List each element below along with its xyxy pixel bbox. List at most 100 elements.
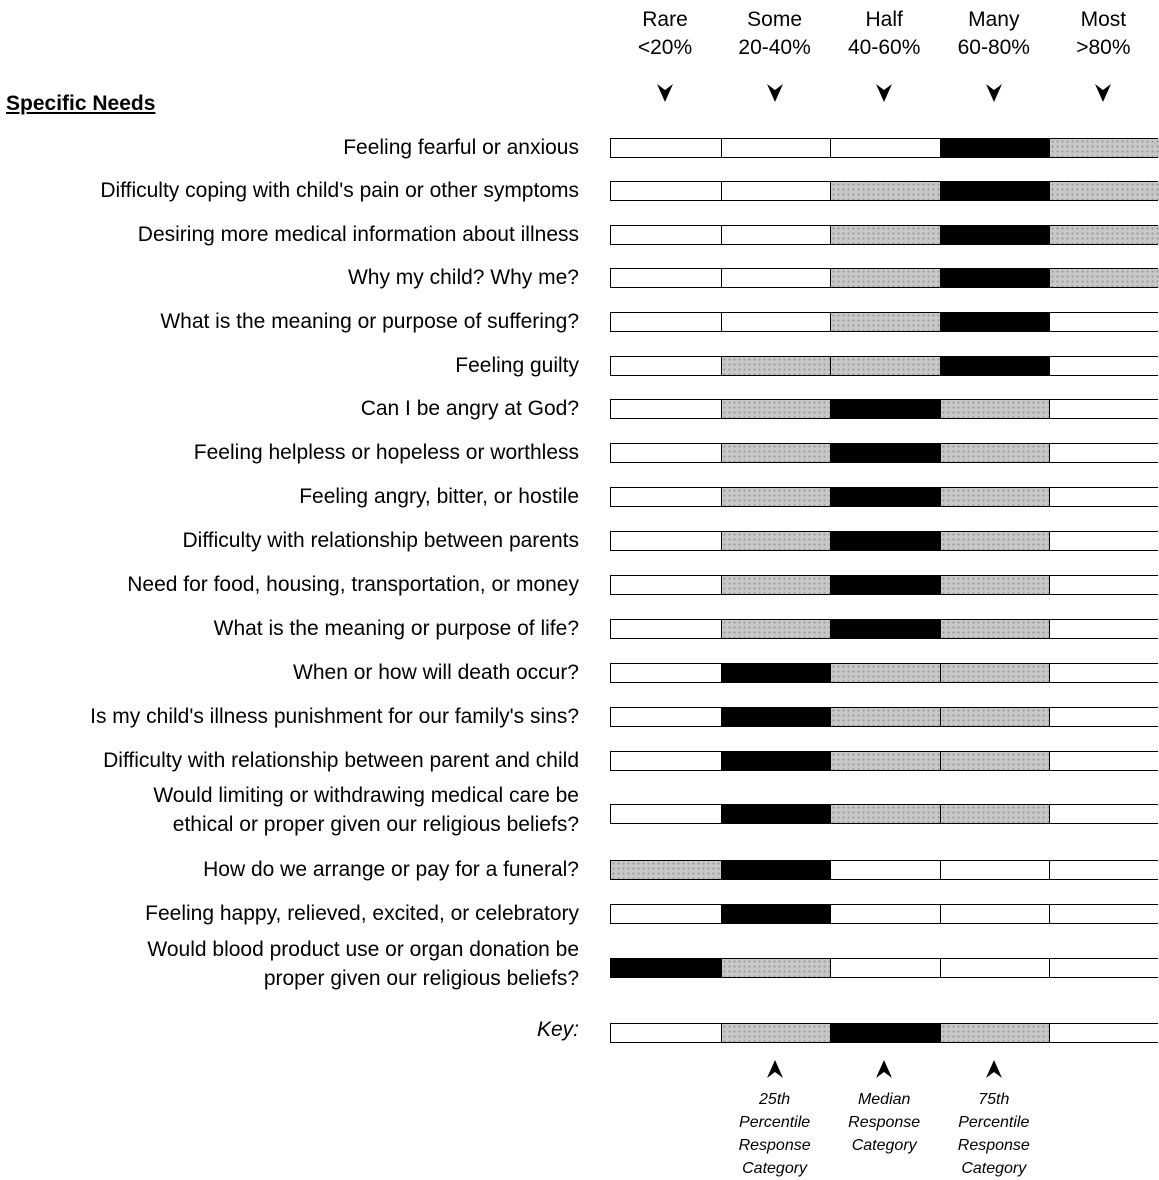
response-bar <box>610 663 1159 683</box>
response-bar <box>610 312 1159 332</box>
bar-cell-median <box>720 805 831 823</box>
bar-cell-empty <box>720 182 831 200</box>
up-arrow-icon <box>939 1058 1049 1084</box>
column-header-range: 60-80% <box>957 36 1030 59</box>
bar-cell-median <box>830 532 940 550</box>
bar-cell-empty <box>611 313 721 331</box>
response-bar <box>610 443 1159 463</box>
key-note-line: Category <box>742 1160 808 1177</box>
bar-cell-empty <box>611 532 721 550</box>
row-label-line: proper given our religious beliefs? <box>263 967 579 990</box>
row-label-line: When or how will death occur? <box>293 661 579 684</box>
row-label-line: What is the meaning or purpose of life? <box>213 617 579 640</box>
bar-cell-empty <box>830 139 940 157</box>
bar-cell-median <box>939 182 1050 200</box>
bar-cell-empty <box>830 861 940 879</box>
column-header-name: Some <box>747 8 803 31</box>
bar-cell-empty <box>1049 752 1159 770</box>
bar-cell-median <box>939 226 1050 244</box>
bar-cell-iqr <box>1049 269 1159 287</box>
row-label-line: Desiring more medical information about … <box>137 223 579 246</box>
key-note: 25th Percentile Response Category <box>720 1088 830 1180</box>
down-arrow-icon <box>939 80 1049 104</box>
bar-cell-iqr <box>830 313 940 331</box>
bar-cell-median <box>720 708 831 726</box>
bar-cell-median <box>720 905 831 923</box>
key-note-line: Category <box>961 1160 1027 1177</box>
bar-cell-empty <box>1049 620 1159 638</box>
bar-cell-iqr <box>720 400 831 418</box>
bar-cell-median <box>939 357 1050 375</box>
row-label-line: How do we arrange or pay for a funeral? <box>203 858 579 881</box>
column-header: Half 40-60% <box>829 6 939 62</box>
key-bar <box>610 1023 1159 1043</box>
row-label-line: Difficulty with relationship between par… <box>103 749 579 772</box>
bar-cell-median <box>939 269 1050 287</box>
column-header-range: 40-60% <box>847 36 921 59</box>
bar-cell-empty <box>1049 444 1159 462</box>
row-label: Difficulty coping with child's pain or o… <box>100 176 579 205</box>
bar-cell-median <box>939 313 1050 331</box>
bar-cell-iqr <box>939 620 1050 638</box>
row-label-line: Feeling happy, relieved, excited, or cel… <box>145 902 579 925</box>
column-header-name: Many <box>968 8 1020 31</box>
bar-cell-empty <box>611 708 721 726</box>
key-note-line: Response <box>848 1114 921 1131</box>
row-label-line: Is my child's illness punishment for our… <box>90 705 579 728</box>
bar-cell-iqr <box>830 357 940 375</box>
column-header-range: <20% <box>637 36 693 59</box>
bar-cell-empty <box>611 488 721 506</box>
response-bar <box>610 619 1159 639</box>
row-label-line: Feeling fearful or anxious <box>343 136 579 159</box>
bar-cell-median <box>830 1024 940 1042</box>
bar-cell-median <box>830 576 940 594</box>
bar-cell-empty <box>611 357 721 375</box>
bar-cell-iqr <box>1049 226 1159 244</box>
response-bar <box>610 356 1159 376</box>
row-label: What is the meaning or purpose of suffer… <box>160 307 579 336</box>
bar-cell-empty <box>611 576 721 594</box>
bar-cell-iqr <box>720 1024 831 1042</box>
bar-cell-iqr <box>720 576 831 594</box>
bar-cell-empty <box>939 861 1050 879</box>
response-bar <box>610 138 1159 158</box>
bar-cell-iqr <box>939 752 1050 770</box>
column-header: Many 60-80% <box>939 6 1049 62</box>
column-header: Some 20-40% <box>720 6 830 62</box>
bar-cell-iqr <box>939 708 1050 726</box>
response-bar <box>610 487 1159 507</box>
bar-cell-empty <box>611 400 721 418</box>
bar-cell-iqr <box>720 532 831 550</box>
row-label: When or how will death occur? <box>293 658 579 687</box>
bar-cell-empty <box>830 905 940 923</box>
column-header: Rare <20% <box>610 6 720 62</box>
bar-cell-empty <box>611 226 721 244</box>
row-label: Feeling happy, relieved, excited, or cel… <box>145 899 579 928</box>
bar-cell-empty <box>1049 488 1159 506</box>
row-label: What is the meaning or purpose of life? <box>214 614 579 643</box>
up-arrow-icon <box>720 1058 830 1084</box>
row-label-line: Feeling guilty <box>455 354 579 377</box>
bar-cell-iqr <box>830 708 940 726</box>
bar-cell-empty <box>939 959 1050 977</box>
bar-cell-empty <box>720 269 831 287</box>
bar-cell-iqr <box>830 226 940 244</box>
row-label-line: Would limiting or withdrawing medical ca… <box>153 784 579 807</box>
response-bar <box>610 575 1159 595</box>
row-label-line: Difficulty coping with child's pain or o… <box>100 179 579 202</box>
row-label-line: ethical or proper given our religious be… <box>172 813 579 836</box>
bar-cell-empty <box>1049 805 1159 823</box>
response-bar <box>610 751 1159 771</box>
row-label-line: Need for food, housing, transportation, … <box>127 573 579 596</box>
response-bar <box>610 531 1159 551</box>
response-bar <box>610 860 1159 880</box>
bar-cell-empty <box>611 905 721 923</box>
response-bar <box>610 181 1159 201</box>
response-bar <box>610 399 1159 419</box>
row-label: Feeling guilty <box>455 351 579 380</box>
key-note-line: Percentile <box>739 1114 811 1131</box>
bar-cell-empty <box>611 620 721 638</box>
bar-cell-median <box>720 664 831 682</box>
row-label: Need for food, housing, transportation, … <box>127 570 579 599</box>
bar-cell-empty <box>611 139 721 157</box>
